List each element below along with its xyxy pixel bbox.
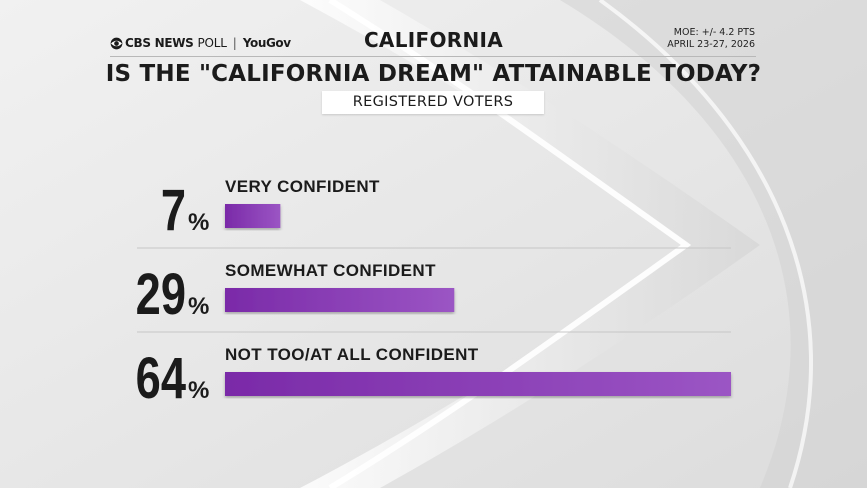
margin-of-error: MOE: +/- 4.2 PTS [673, 27, 755, 38]
category-label: VERY CONFIDENT [225, 177, 380, 196]
header-divider [110, 56, 756, 57]
region-title: CALIFORNIA [363, 28, 504, 52]
header: CBS NEWS POLL | YouGov CALIFORNIA MOE: +… [0, 0, 867, 140]
bar [225, 288, 455, 312]
background-sweep [560, 0, 867, 488]
brand-partner: YouGov [242, 36, 291, 50]
brand-poll: POLL [197, 36, 227, 50]
data-label-unit: % [188, 377, 209, 404]
data-label-unit: % [188, 209, 209, 236]
data-label-value: 7 [161, 179, 186, 244]
brand-logo: CBS NEWS POLL | YouGov [110, 34, 291, 52]
background-sweep-edge [598, 0, 814, 488]
poll-meta: MOE: +/- 4.2 PTS APRIL 23-27, 2026 [667, 27, 755, 51]
data-label-value: 29 [136, 263, 186, 328]
bar [225, 372, 731, 396]
question-title: IS THE "CALIFORNIA DREAM" ATTAINABLE TOD… [105, 61, 762, 87]
brand-network: CBS NEWS [125, 36, 194, 50]
subgroup-badge: REGISTERED VOTERS [322, 91, 544, 114]
bar [225, 204, 281, 228]
category-label: SOMEWHAT CONFIDENT [225, 261, 436, 280]
brand-separator: | [232, 36, 237, 50]
data-label-value: 64 [136, 347, 186, 412]
eye-icon [110, 37, 123, 49]
data-label-unit: % [188, 293, 209, 320]
background-arc-inner [328, 0, 692, 488]
poll-dates: APRIL 23-27, 2026 [667, 39, 755, 50]
category-label: NOT TOO/AT ALL CONFIDENT [225, 345, 479, 364]
